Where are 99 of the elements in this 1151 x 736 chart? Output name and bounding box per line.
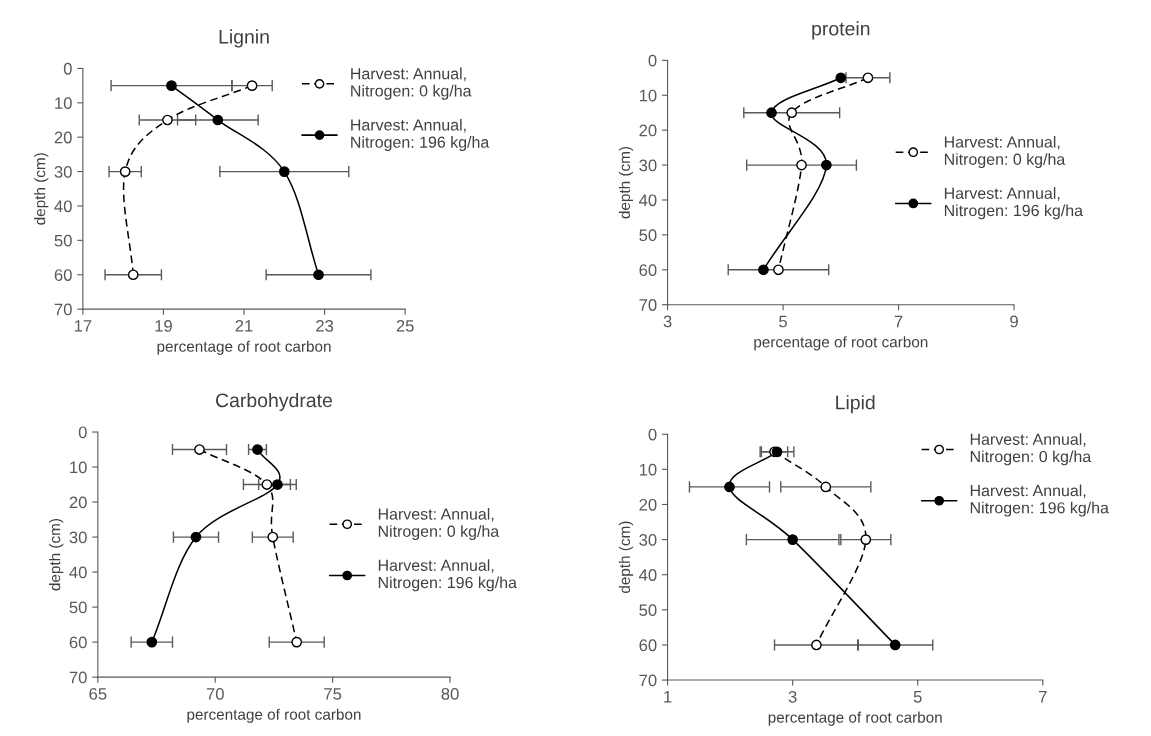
y-tick-label: 30	[54, 165, 72, 178]
point	[162, 114, 173, 126]
y-tick-label: 30	[69, 531, 87, 544]
chart-title: protein	[812, 21, 870, 40]
point	[267, 531, 279, 543]
point	[811, 639, 822, 651]
legend-label: Harvest: Annual, Nitrogen: 0 kg/ha	[970, 433, 1092, 466]
y-axis-title: depth (cm)	[618, 521, 634, 594]
legend-label: Harvest: Annual, Nitrogen: 196 kg/ha	[970, 484, 1109, 517]
y-tick-label: 20	[69, 496, 87, 509]
y-tick-label: 10	[639, 463, 657, 476]
y-tick-label: 40	[69, 566, 87, 579]
point	[758, 264, 769, 276]
chart-title: Carbohydrate	[216, 392, 332, 412]
y-tick-label: 50	[639, 229, 657, 242]
x-tick-label: 9	[1010, 315, 1018, 328]
point	[724, 481, 735, 493]
y-tick-label: 70	[69, 671, 87, 684]
y-tick-label: 50	[69, 601, 87, 614]
point	[835, 72, 847, 84]
y-axis-title: depth (cm)	[49, 519, 64, 591]
x-tick-label: 80	[441, 687, 459, 700]
y-tick-label: 0	[63, 62, 72, 75]
x-tick-label: 19	[155, 319, 172, 332]
x-axis-title: percentage of root carbon	[768, 711, 942, 726]
y-tick-label: 10	[70, 461, 87, 474]
y-tick-label: 0	[648, 54, 657, 67]
point	[146, 636, 158, 648]
x-tick-label: 3	[663, 315, 672, 328]
y-tick-label: 70	[639, 674, 657, 687]
x-tick-label: 5	[913, 691, 922, 703]
y-tick-label: 50	[639, 604, 657, 617]
point	[821, 159, 832, 171]
point	[889, 639, 901, 651]
x-axis-title: percentage of root carbon	[754, 336, 928, 351]
point	[194, 444, 205, 455]
x-tick-label: 75	[324, 688, 342, 700]
legend-label: Harvest: Annual, Nitrogen: 196 kg/ha	[351, 118, 490, 151]
x-axis-title: percentage of root carbon	[187, 708, 361, 723]
y-tick-label: 60	[54, 269, 72, 281]
y-tick-label: 70	[639, 299, 657, 311]
legend-label: Harvest: Annual, Nitrogen: 0 kg/ha	[351, 67, 472, 100]
chart-title: Lignin	[219, 29, 269, 48]
point	[862, 72, 874, 84]
x-tick-label: 65	[89, 687, 107, 700]
y-tick-label: 30	[639, 533, 657, 546]
y-axis-title: depth (cm)	[618, 146, 634, 219]
x-tick-label: 7	[894, 315, 903, 328]
point	[190, 531, 202, 543]
x-tick-label: 5	[779, 315, 787, 328]
y-tick-label: 0	[78, 426, 87, 439]
y-tick-label: 60	[69, 636, 87, 649]
y-tick-label: 10	[55, 97, 72, 110]
point	[786, 107, 798, 119]
x-tick-label: 17	[74, 320, 92, 332]
point	[796, 159, 807, 171]
x-tick-label: 23	[316, 319, 334, 332]
y-tick-label: 60	[639, 639, 657, 652]
y-tick-label: 60	[639, 264, 657, 276]
point	[820, 481, 832, 493]
y-tick-label: 40	[54, 200, 72, 213]
legend-label: Harvest: Annual, Nitrogen: 196 kg/ha	[378, 559, 517, 592]
point	[119, 166, 131, 177]
x-tick-label: 25	[396, 319, 414, 332]
point	[787, 534, 799, 545]
x-tick-label: 7	[1039, 691, 1047, 703]
point	[773, 264, 784, 276]
point	[860, 534, 872, 545]
x-tick-label: 1	[664, 691, 672, 703]
point	[212, 114, 224, 126]
x-tick-label: 3	[788, 690, 797, 703]
y-axis-title: depth (cm)	[34, 153, 49, 225]
y-tick-label: 40	[639, 569, 657, 581]
point	[246, 80, 258, 91]
legend-label: Harvest: Annual, Nitrogen: 196 kg/ha	[944, 187, 1084, 220]
point	[313, 269, 324, 281]
point	[291, 636, 303, 648]
chart-title: Lipid	[836, 395, 875, 414]
legend-label: Harvest: Annual, Nitrogen: 0 kg/ha	[944, 135, 1066, 169]
y-tick-label: 10	[639, 89, 657, 102]
y-tick-label: 20	[639, 124, 657, 137]
point	[278, 166, 290, 177]
x-axis-title: percentage of root carbon	[157, 340, 331, 355]
y-tick-label: 50	[54, 234, 72, 247]
point	[127, 269, 139, 281]
point	[766, 107, 777, 119]
y-tick-label: 20	[639, 498, 657, 511]
point	[166, 80, 177, 91]
y-tick-label: 0	[648, 428, 657, 441]
x-tick-label: 21	[235, 319, 253, 332]
y-tick-label: 70	[54, 303, 72, 316]
y-tick-label: 20	[54, 131, 72, 144]
point	[272, 479, 283, 490]
y-tick-label: 30	[639, 159, 657, 172]
x-tick-label: 70	[206, 687, 224, 700]
y-tick-label: 40	[639, 194, 657, 207]
legend-label: Harvest: Annual, Nitrogen: 0 kg/ha	[378, 508, 500, 541]
point	[261, 479, 273, 490]
point	[252, 444, 263, 455]
